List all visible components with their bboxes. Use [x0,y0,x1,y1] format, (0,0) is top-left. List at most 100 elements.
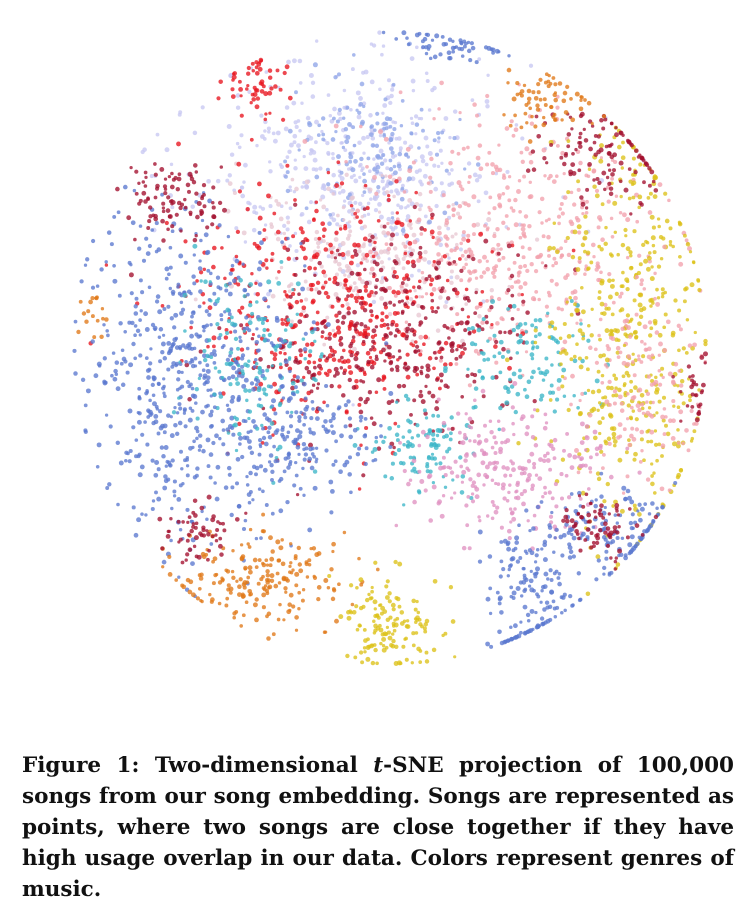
scatter-point [336,261,342,267]
scatter-point [587,412,593,418]
scatter-point [580,533,584,538]
scatter-point [334,129,338,134]
scatter-point [304,560,309,565]
scatter-point [409,116,414,121]
scatter-point [627,438,631,442]
scatter-point [611,435,616,440]
scatter-point [266,291,271,297]
scatter-point [578,113,584,119]
scatter-point [307,563,312,567]
scatter-point [559,246,563,251]
scatter-point [315,386,320,390]
scatter-point [234,258,240,264]
scatter-point [594,378,600,384]
scatter-point [430,212,435,218]
scatter-point [390,461,395,466]
scatter-point [362,104,366,109]
scatter-point [305,115,311,121]
scatter-point [420,365,424,370]
scatter-point [237,368,242,372]
scatter-point [383,158,388,163]
scatter-point [506,307,511,311]
scatter-point [602,572,606,576]
scatter-point [510,510,515,515]
scatter-point [80,377,86,382]
scatter-point [596,408,600,412]
scatter-point [637,205,641,210]
scatter-point [624,323,628,328]
scatter-point [437,230,442,236]
scatter-point [285,578,290,583]
scatter-point [634,417,639,422]
scatter-point [490,445,495,450]
scatter-point [474,287,479,292]
scatter-point [280,538,284,542]
scatter-point [600,237,605,242]
scatter-point [682,299,687,304]
scatter-point [402,503,406,507]
scatter-point [311,376,317,382]
scatter-point [235,579,239,583]
scatter-point [663,191,668,196]
scatter-point [613,230,618,235]
scatter-point [258,464,264,469]
scatter-point [267,332,272,338]
scatter-point [314,200,319,204]
scatter-point [550,510,554,515]
scatter-point [171,292,175,296]
scatter-point [621,491,626,495]
scatter-point [703,338,708,344]
scatter-point [642,529,647,534]
scatter-point [434,203,439,209]
scatter-point [294,583,299,588]
scatter-point [230,374,236,380]
scatter-point [518,264,523,270]
scatter-point [628,334,633,339]
scatter-point [655,458,659,463]
scatter-point [647,320,653,325]
scatter-point [247,565,253,571]
scatter-point [391,607,396,612]
scatter-point [443,116,449,121]
scatter-point [238,335,242,339]
scatter-point [635,541,640,546]
scatter-point [398,355,402,360]
scatter-point [190,363,196,369]
scatter-point [410,301,416,307]
scatter-point [593,515,598,519]
scatter-point [392,270,397,274]
scatter-point [569,190,574,195]
scatter-point [378,133,383,138]
scatter-point [415,599,419,604]
scatter-point [313,365,317,370]
scatter-point [312,469,318,474]
scatter-point [628,520,634,526]
scatter-point [294,248,299,254]
scatter-point [368,169,372,173]
scatter-point [614,194,619,198]
scatter-point [142,147,147,152]
scatter-point [356,242,361,248]
scatter-point [294,571,300,577]
scatter-point [369,289,374,295]
scatter-point [654,375,658,380]
scatter-point [252,241,257,246]
scatter-point [339,170,344,175]
scatter-point [319,264,324,269]
scatter-point [217,200,223,206]
scatter-point [384,242,389,246]
scatter-point [361,193,365,198]
scatter-point [245,363,250,368]
scatter-point [643,502,648,506]
scatter-point [387,352,392,358]
scatter-point [376,446,382,451]
scatter-point [212,405,217,410]
scatter-point [348,370,354,376]
scatter-point [237,189,242,194]
scatter-point [483,190,489,196]
scatter-point [391,82,396,87]
scatter-point [585,250,591,256]
scatter-point [280,240,284,244]
scatter-point [501,255,506,260]
scatter-point [607,379,612,385]
